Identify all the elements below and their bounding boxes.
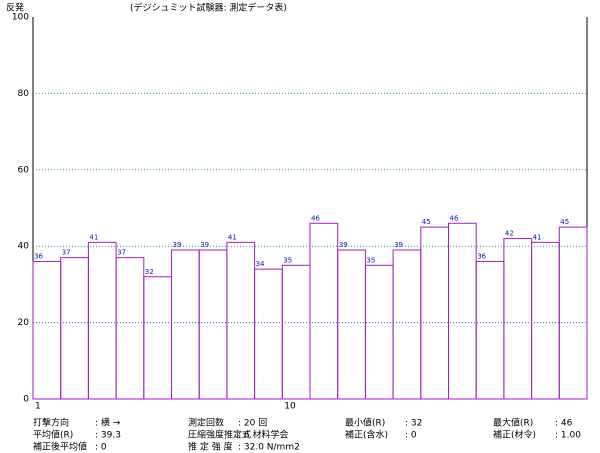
info-label: 推 定 強 度 [188,441,233,453]
info-value: : 0 [405,431,417,441]
info-value: : 0 [95,443,107,453]
value-label: 45 [422,218,431,226]
value-label: 32 [145,268,154,276]
value-label: 45 [560,218,569,226]
value-label: 46 [450,214,459,222]
value-label: 41 [228,233,237,241]
info-value: : 32 [405,419,422,429]
info-value: : 39.3 [95,431,121,441]
info-value: : 20 回 [238,418,267,429]
info-value: : 1.00 [555,431,581,441]
value-label: 34 [256,260,265,268]
value-label: 41 [533,233,542,241]
chart-title: (デジシュミット試験器: 測定データ表) [130,2,287,14]
value-label: 41 [89,233,98,241]
value-label: 39 [173,241,182,249]
info-value: : 32.0 N/mm2 [238,443,300,453]
info-value: : 46 [555,419,573,429]
value-label: 37 [117,249,126,257]
value-label: 35 [366,256,375,264]
value-label: 39 [394,241,403,249]
y-axis-label: 反発 [6,2,24,14]
value-label: 39 [200,241,209,249]
y-tick-label: 80 [18,89,30,99]
y-tick-label: 60 [18,165,30,175]
value-label: 36 [34,252,43,260]
x-tick-label: 10 [284,402,296,412]
info-label: 平均値(R) [33,429,73,441]
info-label: 最小値(R) [345,417,385,429]
info-label: 補正(含水) [345,429,388,441]
bar [558,226,588,400]
info-value: : 横 → [95,417,121,429]
info-value: : 6 材料学会 [238,429,288,441]
value-label: 35 [283,256,292,264]
y-tick-label: 20 [18,318,30,328]
info-label: 補正(材令) [493,429,536,441]
x-tick-label: 1 [35,402,41,412]
value-label: 37 [62,249,71,257]
info-label: 補正後平均値 [33,441,87,453]
info-label: 圧縮強度推定式 [188,429,251,441]
value-label: 46 [311,214,320,222]
y-tick-label: 0 [23,395,29,405]
value-label: 39 [339,241,348,249]
value-label: 36 [477,252,486,260]
info-label: 最大値(R) [493,417,533,429]
y-tick-label: 100 [12,13,29,23]
info-label: 打撃方向 [33,417,69,429]
value-label: 42 [505,230,514,238]
y-tick-label: 40 [18,242,30,252]
info-label: 測定回数 [188,417,224,429]
